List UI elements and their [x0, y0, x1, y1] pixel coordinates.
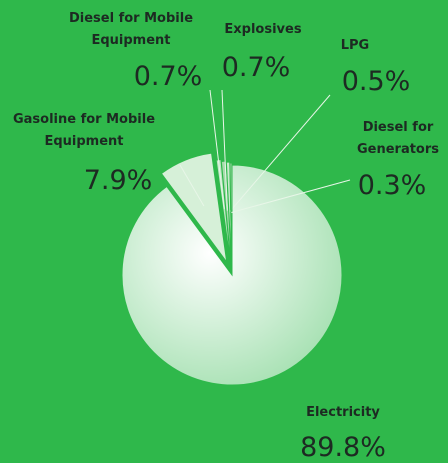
- value-label: 89.8%: [300, 432, 386, 463]
- leader-line: [231, 179, 351, 213]
- value-label: 0.7%: [221, 52, 291, 83]
- leader-line: [179, 164, 205, 207]
- leader-line: [209, 89, 225, 210]
- pie-slice: [220, 160, 233, 272]
- pie-slice: [121, 164, 343, 386]
- leader-line: [221, 89, 228, 211]
- slice-label: Explosives: [224, 22, 302, 37]
- value-label: 0.7%: [133, 61, 203, 92]
- leader-line: [229, 94, 331, 212]
- value-label: 0.3%: [357, 170, 427, 201]
- pie-slice: [160, 152, 228, 263]
- value-label: 0.5%: [341, 66, 411, 97]
- slice-label: Gasoline for Mobile Equipment: [12, 112, 156, 149]
- value-label: 7.9%: [83, 165, 153, 196]
- slice-label: Diesel for Mobile Equipment: [68, 11, 194, 48]
- slice-label: LPG: [340, 38, 370, 53]
- pie-slice: [225, 161, 233, 273]
- slice-label: Electricity: [306, 405, 380, 420]
- pie-slice: [229, 162, 233, 274]
- slice-label: Diesel for Generators: [356, 120, 440, 157]
